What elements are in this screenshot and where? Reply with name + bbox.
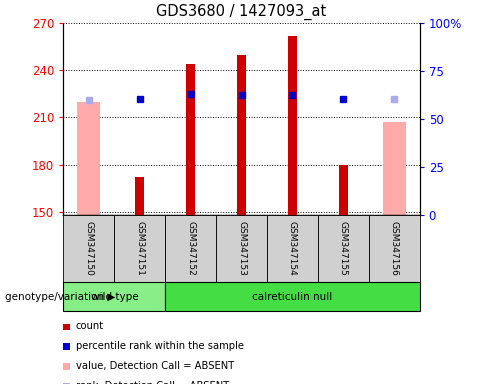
Text: percentile rank within the sample: percentile rank within the sample bbox=[76, 341, 244, 351]
Text: GSM347151: GSM347151 bbox=[135, 221, 144, 276]
Text: rank, Detection Call = ABSENT: rank, Detection Call = ABSENT bbox=[76, 381, 229, 384]
Text: GSM347154: GSM347154 bbox=[288, 221, 297, 276]
Bar bbox=[237, 55, 246, 215]
Text: GSM347156: GSM347156 bbox=[390, 221, 399, 276]
Text: GSM347155: GSM347155 bbox=[339, 221, 348, 276]
Text: count: count bbox=[76, 321, 104, 331]
Bar bbox=[186, 64, 195, 215]
Text: calreticulin null: calreticulin null bbox=[252, 291, 333, 302]
Bar bbox=[339, 165, 348, 215]
Bar bbox=[383, 122, 406, 215]
Text: GSM347152: GSM347152 bbox=[186, 221, 195, 276]
Text: genotype/variation ▶: genotype/variation ▶ bbox=[5, 291, 115, 302]
Text: value, Detection Call = ABSENT: value, Detection Call = ABSENT bbox=[76, 361, 234, 371]
Title: GDS3680 / 1427093_at: GDS3680 / 1427093_at bbox=[157, 4, 326, 20]
Bar bbox=[78, 102, 101, 215]
Text: GSM347150: GSM347150 bbox=[84, 221, 93, 276]
Bar bbox=[288, 36, 297, 215]
Text: wild type: wild type bbox=[90, 291, 138, 302]
Bar bbox=[135, 177, 144, 215]
Text: GSM347153: GSM347153 bbox=[237, 221, 246, 276]
